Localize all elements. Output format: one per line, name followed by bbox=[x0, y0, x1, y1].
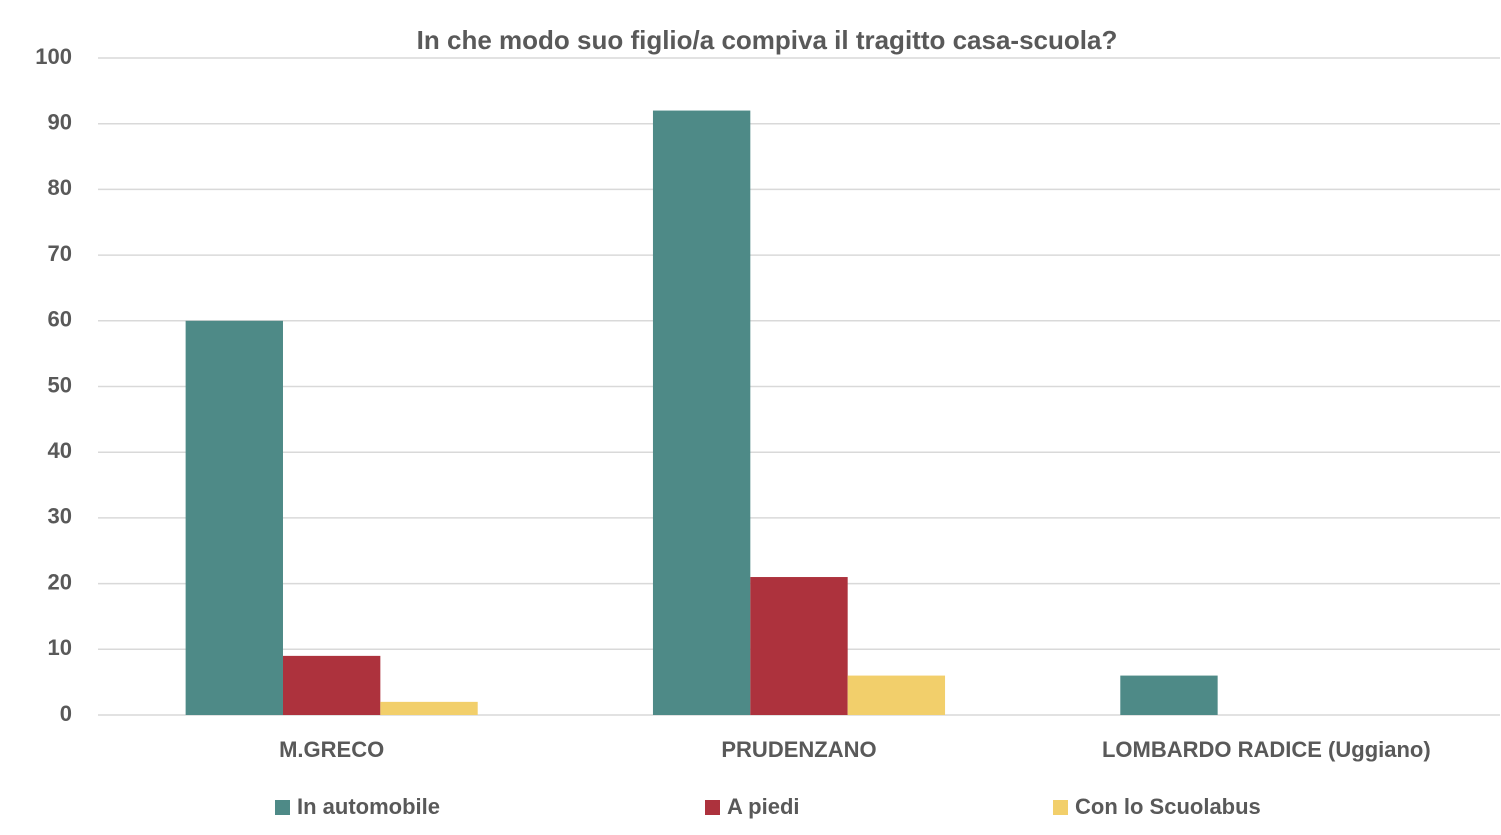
x-tick-label: M.GRECO bbox=[279, 737, 384, 762]
bar bbox=[750, 577, 848, 715]
chart-title: In che modo suo figlio/a compiva il trag… bbox=[417, 25, 1118, 55]
bar bbox=[185, 320, 283, 715]
legend-swatch bbox=[275, 800, 290, 815]
bar bbox=[1120, 675, 1218, 715]
y-tick-label: 20 bbox=[48, 569, 72, 594]
bar bbox=[282, 655, 381, 715]
legend-swatch bbox=[705, 800, 720, 815]
y-tick-label: 50 bbox=[48, 372, 72, 397]
y-tick-label: 30 bbox=[48, 504, 72, 529]
legend-label: A piedi bbox=[727, 794, 800, 819]
y-tick-label: 100 bbox=[35, 44, 72, 69]
legend-label: In automobile bbox=[297, 794, 440, 819]
y-tick-label: 80 bbox=[48, 175, 72, 200]
y-tick-label: 10 bbox=[48, 635, 72, 660]
y-tick-label: 0 bbox=[60, 701, 72, 726]
legend-swatch bbox=[1053, 800, 1068, 815]
legend-label: Con lo Scuolabus bbox=[1075, 794, 1261, 819]
y-tick-label: 40 bbox=[48, 438, 72, 463]
y-tick-label: 60 bbox=[48, 307, 72, 332]
bar bbox=[847, 675, 946, 715]
bar bbox=[652, 110, 751, 715]
x-tick-label: PRUDENZANO bbox=[721, 737, 876, 762]
y-tick-label: 90 bbox=[48, 110, 72, 135]
y-tick-label: 70 bbox=[48, 241, 72, 266]
bar bbox=[380, 701, 478, 715]
x-tick-label: LOMBARDO RADICE (Uggiano) bbox=[1102, 737, 1431, 762]
